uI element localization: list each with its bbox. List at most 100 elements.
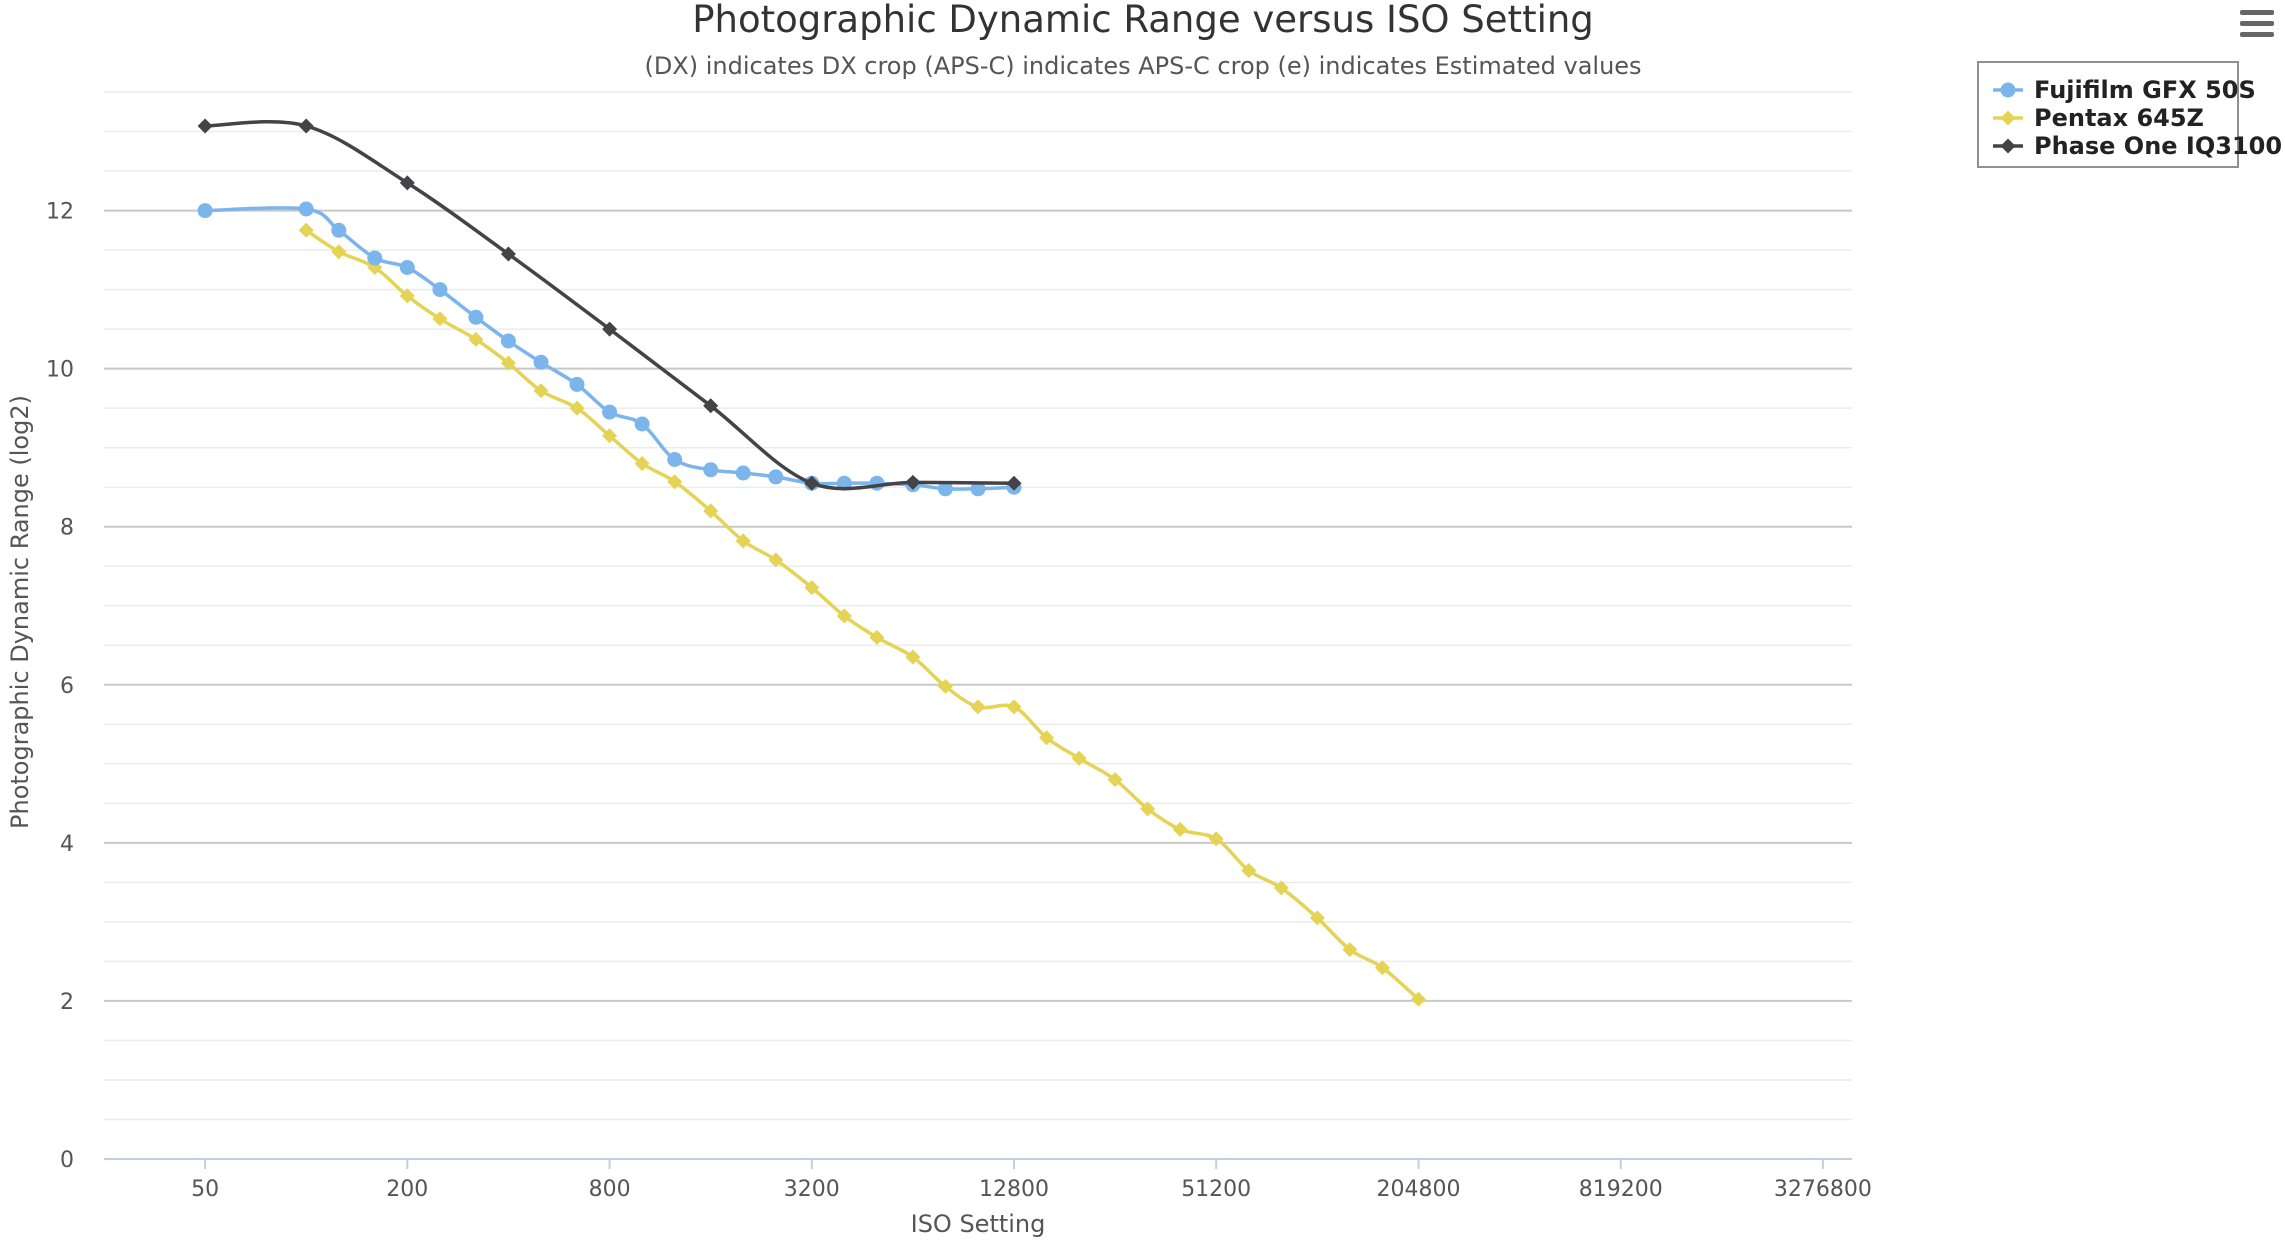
data-point[interactable] xyxy=(298,118,314,134)
x-tick-label: 3276800 xyxy=(1774,1177,1872,1202)
y-tick-label: 0 xyxy=(60,1148,74,1173)
data-point[interactable] xyxy=(197,118,213,134)
data-point[interactable] xyxy=(667,452,683,467)
data-point[interactable] xyxy=(533,354,549,370)
data-point[interactable] xyxy=(937,678,953,694)
data-point[interactable] xyxy=(331,244,347,260)
data-point[interactable] xyxy=(1006,699,1022,715)
data-point[interactable] xyxy=(602,428,618,444)
legend-box xyxy=(1977,61,2239,168)
x-tick-label: 200 xyxy=(386,1177,428,1202)
data-point[interactable] xyxy=(432,311,448,327)
x-axis-ticks: 50 200 800 3200 12800 51200 204800 819200 327680… xyxy=(191,1159,1872,1202)
data-point[interactable] xyxy=(432,282,448,298)
data-point[interactable] xyxy=(500,333,516,349)
data-point[interactable] xyxy=(768,469,784,485)
data-point[interactable] xyxy=(836,608,852,624)
x-tick-label: 51200 xyxy=(1181,1177,1251,1202)
data-point[interactable] xyxy=(399,175,415,191)
data-point[interactable] xyxy=(905,649,921,665)
data-point[interactable] xyxy=(1172,821,1188,837)
data-point[interactable] xyxy=(569,376,585,392)
data-point[interactable] xyxy=(667,474,683,490)
x-tick-label: 819200 xyxy=(1579,1177,1663,1202)
data-point[interactable] xyxy=(331,222,347,238)
series-pentax-645z[interactable] xyxy=(298,222,1426,1007)
x-tick-label: 204800 xyxy=(1377,1177,1461,1202)
legend-marker-icon xyxy=(2000,138,2016,154)
series-layer xyxy=(197,118,1426,1007)
y-tick-label: 10 xyxy=(46,358,74,383)
data-point[interactable] xyxy=(468,331,484,347)
legend-item-pentax-645z[interactable]: Pentax 645Z xyxy=(1993,104,2204,132)
series-fujifilm-gfx-50s[interactable] xyxy=(197,201,1022,497)
data-point[interactable] xyxy=(735,465,751,481)
minor-gridlines xyxy=(104,91,1852,1121)
y-tick-label: 8 xyxy=(60,516,74,541)
data-point[interactable] xyxy=(399,260,415,275)
data-point[interactable] xyxy=(298,201,314,217)
data-point[interactable] xyxy=(768,552,784,568)
x-tick-label: 3200 xyxy=(784,1177,840,1202)
x-tick-label: 800 xyxy=(589,1177,631,1202)
data-point[interactable] xyxy=(500,355,516,371)
data-point[interactable] xyxy=(1006,475,1022,491)
data-point[interactable] xyxy=(1309,910,1325,926)
y-tick-label: 6 xyxy=(60,674,74,699)
data-point[interactable] xyxy=(1273,880,1289,896)
data-point[interactable] xyxy=(298,222,314,238)
data-point[interactable] xyxy=(703,503,719,519)
data-point[interactable] xyxy=(804,475,820,491)
x-tick-label: 50 xyxy=(191,1177,219,1202)
data-point[interactable] xyxy=(399,288,415,304)
data-point[interactable] xyxy=(970,481,986,497)
data-point[interactable] xyxy=(1208,831,1224,847)
series-phase-one-iq3100[interactable] xyxy=(197,118,1022,491)
data-point[interactable] xyxy=(634,416,650,432)
legend-label: Fujifilm GFX 50S xyxy=(2034,76,2256,104)
y-tick-label: 4 xyxy=(60,832,74,857)
data-point[interactable] xyxy=(1039,730,1055,746)
hamburger-menu-icon[interactable] xyxy=(2240,10,2274,37)
data-point[interactable] xyxy=(703,398,719,414)
data-point[interactable] xyxy=(1342,942,1358,958)
legend-label: Pentax 645Z xyxy=(2034,104,2204,132)
data-point[interactable] xyxy=(804,580,820,596)
data-point[interactable] xyxy=(1411,991,1426,1007)
data-point[interactable] xyxy=(1241,863,1257,878)
legend-marker-icon xyxy=(2000,110,2016,126)
chart-subtitle: (DX) indicates DX crop (APS-C) indicates… xyxy=(644,52,1641,80)
data-point[interactable] xyxy=(533,383,549,399)
y-axis-ticks: 0 2 4 6 8 10 12 xyxy=(46,200,74,1173)
y-tick-label: 12 xyxy=(46,200,74,225)
data-point[interactable] xyxy=(905,474,921,490)
data-point[interactable] xyxy=(869,629,885,645)
data-point[interactable] xyxy=(468,309,484,325)
data-point[interactable] xyxy=(1140,801,1156,817)
data-point[interactable] xyxy=(970,699,986,715)
x-tick-label: 12800 xyxy=(979,1177,1049,1202)
data-point[interactable] xyxy=(703,462,719,478)
data-point[interactable] xyxy=(500,246,516,262)
data-point[interactable] xyxy=(602,404,618,420)
legend-item-fujifilm-gfx-50s[interactable]: Fujifilm GFX 50S xyxy=(1993,76,2256,104)
legend-item-phase-one-iq3100[interactable]: Phase One IQ3100 xyxy=(1993,132,2282,160)
data-point[interactable] xyxy=(735,533,751,549)
data-point[interactable] xyxy=(634,456,650,471)
data-point[interactable] xyxy=(1071,750,1087,766)
data-point[interactable] xyxy=(869,475,885,491)
major-gridlines xyxy=(104,209,1852,1002)
data-point[interactable] xyxy=(937,481,953,497)
data-point[interactable] xyxy=(197,203,213,219)
data-point[interactable] xyxy=(602,321,618,337)
data-point[interactable] xyxy=(569,400,585,416)
series-line-pentax-645z xyxy=(304,228,1421,1002)
data-point[interactable] xyxy=(1107,772,1123,788)
data-point[interactable] xyxy=(1374,960,1390,976)
data-point[interactable] xyxy=(367,250,383,266)
legend-label: Phase One IQ3100 xyxy=(2034,132,2282,160)
chart-title: Photographic Dynamic Range versus ISO Se… xyxy=(692,0,1594,41)
